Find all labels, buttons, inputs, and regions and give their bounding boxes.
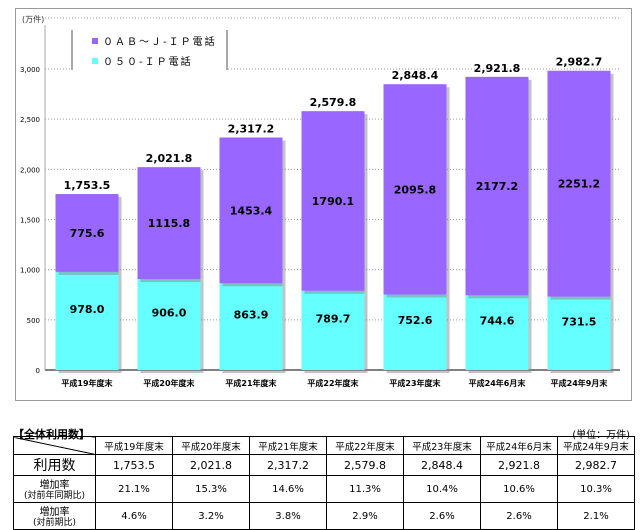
col-header: 平成23年度末 [403,436,481,455]
total-label: 2,317.2 [228,122,275,135]
cell: 2,982.7 [557,454,635,476]
table-unit: (単位：万件) [572,430,630,441]
data-label: 2177.2 [476,180,518,193]
data-label: 744.6 [480,315,515,328]
data-label: 731.5 [562,315,597,328]
col-header: 平成24年6月末 [480,436,558,455]
col-header: 平成20年度末 [172,436,250,455]
row-label-sub: (対前年同期比) [23,491,86,501]
x-tick-label: 平成20年度末 [143,378,194,388]
cell: 10.3% [557,475,635,503]
cell: 4.6% [95,502,173,530]
x-tick-label: 平成19年度末 [61,378,112,388]
data-label: 752.6 [398,314,433,327]
bar-segment [137,167,201,280]
cell: 2,317.2 [249,454,327,476]
row-label-main: 増加率 [39,507,70,518]
stacked-bar-chart: (万件) 0 500 1,000 1,500 2,000 2,500 3,000 ０ＡＢ～Ｊ-Ｉ… [20,14,620,388]
cell: 2,021.8 [172,454,250,476]
y-tick-label: 1,500 [20,217,40,225]
bar-segment [219,137,283,284]
data-label: 863.9 [234,309,269,322]
total-label: 2,921.8 [474,62,521,75]
cell: 1,753.5 [95,454,173,476]
y-tick-label: 500 [27,317,40,325]
col-header: 平成21年度末 [249,436,327,455]
x-tick-label: 平成21年度末 [225,378,276,388]
row-label: 利用数 [13,454,96,476]
row-label: 増加率 (対前期比) [13,502,96,530]
x-tick-label: 平成24年9月末 [551,378,608,388]
data-label: 1115.8 [148,217,190,230]
data-label: 2251.2 [558,178,600,191]
total-label: 2,848.4 [392,69,439,82]
cell: 3.8% [249,502,327,530]
x-tick-label: 平成22年度末 [307,378,358,388]
cell: 10.6% [480,475,558,503]
total-label: 2,579.8 [310,96,357,109]
cell: 2.6% [403,502,481,530]
row-label: 増加率 (対前年同期比) [13,475,96,503]
cell: 2.6% [480,502,558,530]
total-label: 2,021.8 [146,152,193,165]
data-label: 978.0 [70,303,105,316]
bar-segment [465,295,529,370]
bar-segment [547,296,611,370]
row-label-main: 増加率 [39,480,70,491]
table-header-row: 平成19年度末 平成20年度末 平成21年度末 平成22年度末 平成23年度末 … [13,436,635,455]
row-label-sub: (対前期比) [32,518,77,528]
data-label: 789.7 [316,312,351,325]
legend-label: ０５０-ＩＰ電話 [103,55,193,68]
cell: 15.3% [172,475,250,503]
y-tick-label: 1,000 [20,267,40,275]
cell: 2.9% [326,502,404,530]
table-row: 増加率 (対前年同期比) 21.1% 15.3% 14.6% 11.3% 10.4… [13,475,635,503]
legend-label: ０ＡＢ～Ｊ-ＩＰ電話 [103,35,217,48]
bar-segment [219,283,283,370]
bar-segment [383,294,447,370]
legend-swatch [92,58,98,64]
usage-table: 平成19年度末 平成20年度末 平成21年度末 平成22年度末 平成23年度末 … [13,436,635,530]
cell: 2,921.8 [480,454,558,476]
y-tick-label: 2,500 [20,116,40,124]
bar-segment [55,194,119,272]
y-tick-label: 2,000 [20,166,40,174]
cell: 2,848.4 [403,454,481,476]
x-tick-label: 平成23年度末 [389,378,440,388]
col-header: 平成24年9月末 [557,436,635,455]
cell: 11.3% [326,475,404,503]
x-tick-label: 平成24年6月末 [469,378,526,388]
data-label: 1453.4 [230,204,273,217]
bar-segment [547,70,611,297]
cell: 2,579.8 [326,454,404,476]
col-header: 平成22年度末 [326,436,404,455]
bar-segment [55,271,119,370]
y-unit-label: (万件) [22,14,44,24]
table-row: 増加率 (対前期比) 4.6% 3.2% 3.8% 2.9% 2.6% 2.6% … [13,502,635,530]
table-row: 利用数 1,753.5 2,021.8 2,317.2 2,579.8 2,84… [13,454,635,476]
y-tick-label: 0 [36,367,40,375]
bar-segment [465,76,529,296]
col-header: 平成19年度末 [95,436,173,455]
chart-frame [15,8,632,401]
corner-cell [13,436,96,455]
cell: 21.1% [95,475,173,503]
data-label: 906.0 [152,307,187,320]
cell: 2.1% [557,502,635,530]
cell: 10.4% [403,475,481,503]
bar-segment [301,290,365,370]
data-label: 2095.8 [394,183,436,196]
bar-segment [137,279,201,370]
y-tick-label: 3,000 [20,66,40,74]
data-label: 1790.1 [312,195,354,208]
cell: 3.2% [172,502,250,530]
legend-swatch [92,38,98,44]
cell: 14.6% [249,475,327,503]
bar-segment [383,84,447,295]
total-label: 1,753.5 [64,179,111,192]
total-label: 2,982.7 [556,56,603,69]
bar-segment [301,111,365,291]
data-label: 775.6 [70,227,105,240]
